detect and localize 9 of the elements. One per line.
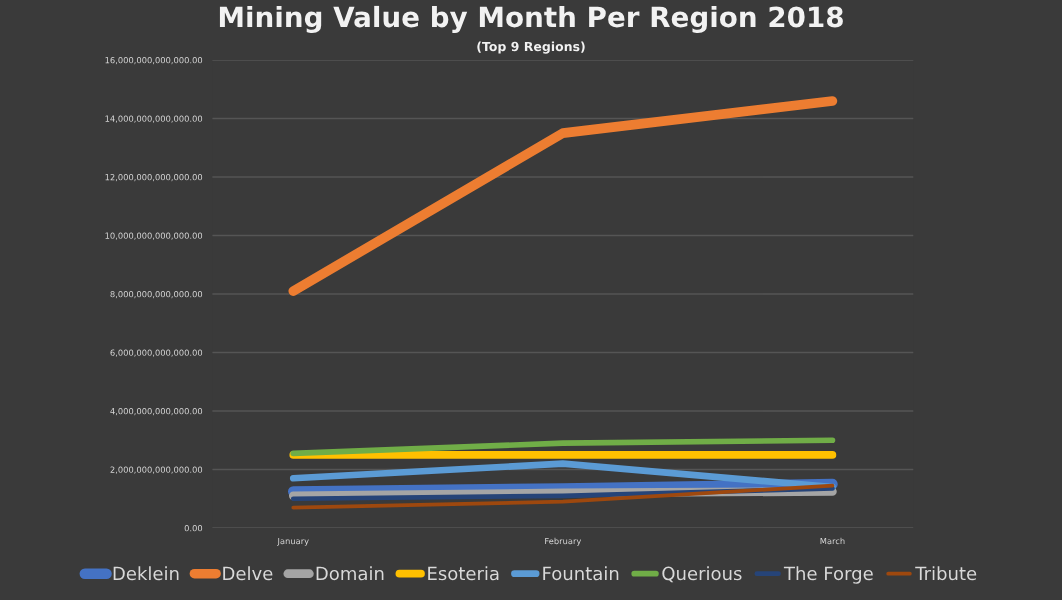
legend-label: Tribute (915, 566, 977, 581)
legend-label: Fountain (543, 566, 619, 581)
legend-label: Querious (662, 566, 742, 583)
legend-label: Esoteria (428, 566, 499, 581)
chart-title: Mining Value by Month Per Region 2018 (219, 5, 843, 33)
legend-label: Domain (316, 566, 384, 581)
legend-label: Deklein (113, 566, 179, 581)
legend-label: Delve (223, 566, 273, 581)
legend-label: The Forge (783, 566, 873, 584)
